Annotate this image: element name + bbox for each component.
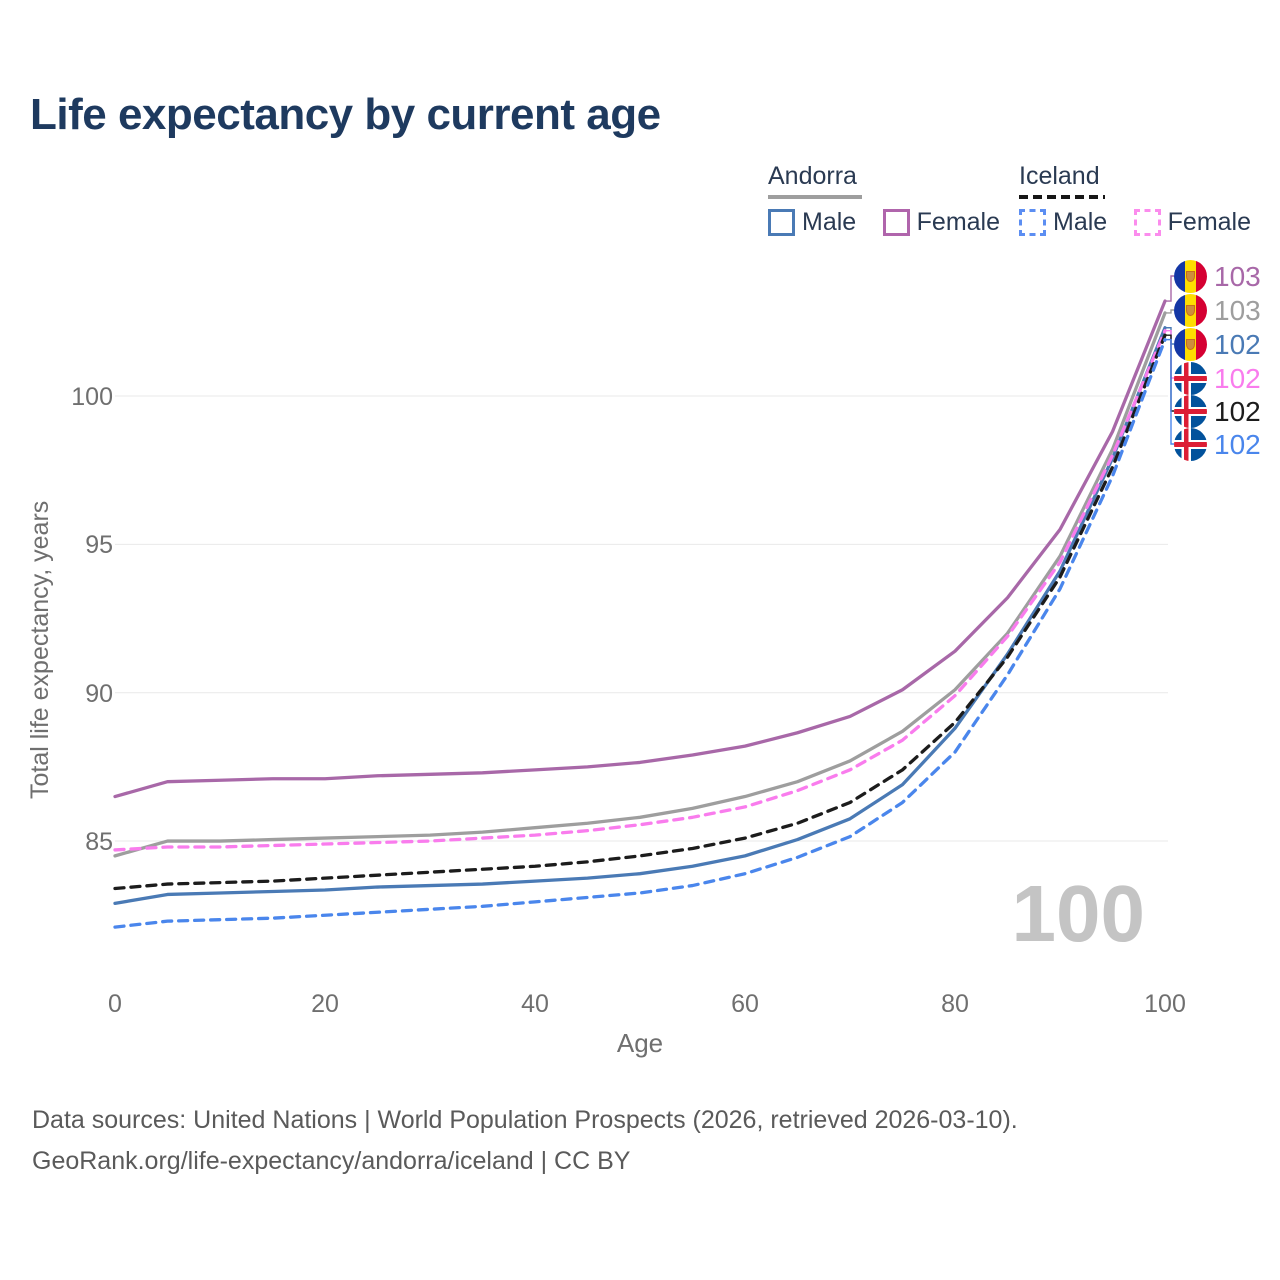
iceland-flag-icon (1174, 362, 1207, 395)
legend-group-iceland: Iceland Male Female (1019, 162, 1273, 241)
andorra-flag-icon (1174, 328, 1207, 361)
legend-item-label: Female (1167, 208, 1252, 236)
iceland-flag-icon (1174, 428, 1207, 461)
iceland-flag-icon (1174, 395, 1207, 428)
age-watermark: 100 (1011, 869, 1145, 958)
legend-items-iceland: Male Female (1019, 208, 1273, 241)
series-line-iceland-female[interactable] (113, 329, 1167, 852)
y-tick-90: 90 (85, 680, 113, 708)
series-line-iceland-male[interactable] (113, 337, 1167, 929)
series-end-label-andorra-female: 103 (1174, 260, 1261, 293)
page-title: Life expectancy by current age (30, 90, 661, 139)
andorra-female-swatch-icon (882, 209, 910, 236)
series-line-iceland[interactable] (113, 333, 1167, 891)
legend-item-iceland-male[interactable]: Male (1019, 208, 1107, 237)
footer: Data sources: United Nations | World Pop… (32, 1100, 1018, 1182)
y-axis-title: Total life expectancy, years (26, 500, 54, 800)
andorra-flag-icon (1174, 260, 1207, 293)
iceland-dashed-line-icon (1019, 195, 1105, 199)
legend-item-andorra-female[interactable]: Female (882, 208, 1001, 237)
andorra-flag-icon (1174, 294, 1207, 327)
y-tick-95: 95 (85, 531, 113, 559)
y-tick-85: 85 (85, 828, 113, 856)
legend-country-label: Iceland (1019, 162, 1100, 190)
series-line-andorra-female[interactable] (113, 299, 1167, 799)
andorra-male-swatch-icon (768, 209, 795, 236)
end-value: 102 (1214, 363, 1261, 394)
footer-attribution: GeoRank.org/life-expectancy/andorra/icel… (32, 1147, 631, 1175)
andorra-emblem-icon (1187, 340, 1194, 349)
legend-item-andorra-male[interactable]: Male (768, 208, 856, 237)
x-tick-40: 40 (521, 990, 549, 1018)
series-end-label-andorra: 103 (1174, 294, 1261, 327)
legend-country-andorra[interactable]: Andorra (768, 162, 862, 199)
iceland-female-swatch-icon (1133, 209, 1161, 236)
x-tick-20: 20 (311, 990, 339, 1018)
leader-line (1165, 330, 1174, 379)
andorra-emblem-icon (1187, 272, 1194, 281)
leader-line (1165, 309, 1174, 314)
series-end-label-andorra-male: 102 (1174, 328, 1261, 361)
legend-group-andorra: Andorra Male Female (768, 162, 1022, 241)
footer-data-sources: Data sources: United Nations | World Pop… (32, 1106, 1018, 1134)
x-tick-100: 100 (1144, 990, 1186, 1018)
legend-item-label: Male (802, 208, 857, 236)
end-value: 102 (1214, 329, 1261, 360)
legend-item-iceland-female[interactable]: Female (1133, 208, 1252, 237)
leader-line (1165, 334, 1174, 412)
legend-item-label: Female (916, 208, 1001, 236)
x-axis-title: Age (616, 1028, 664, 1058)
y-tick-100: 100 (71, 383, 113, 411)
end-value: 102 (1214, 396, 1261, 427)
end-value: 103 (1214, 295, 1261, 326)
andorra-solid-line-icon (768, 195, 862, 199)
series-end-label-iceland-male: 102 (1174, 428, 1261, 461)
leader-line (1165, 338, 1174, 445)
legend-country-label: Andorra (768, 162, 857, 190)
x-tick-60: 60 (731, 990, 759, 1018)
leader-line (1165, 275, 1174, 302)
end-value: 103 (1214, 261, 1261, 292)
end-value: 102 (1214, 429, 1261, 460)
x-tick-0: 0 (108, 990, 122, 1018)
series-end-label-iceland-female: 102 (1174, 362, 1261, 395)
x-tick-80: 80 (941, 990, 969, 1018)
series-line-andorra[interactable] (113, 311, 1167, 858)
andorra-emblem-icon (1187, 306, 1194, 315)
series-end-label-iceland: 102 (1174, 395, 1261, 428)
iceland-male-swatch-icon (1019, 209, 1046, 236)
legend-item-label: Male (1053, 208, 1108, 236)
legend-items-andorra: Male Female (768, 208, 1022, 241)
legend-country-iceland[interactable]: Iceland (1019, 162, 1105, 199)
